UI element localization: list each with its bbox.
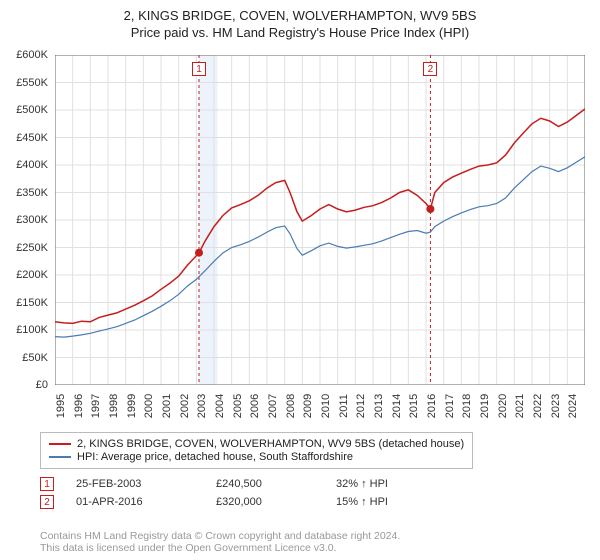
x-tick-label: 2023 (550, 394, 562, 418)
chart-marker-badge: 2 (423, 62, 437, 76)
marker-number-box: 2 (40, 495, 54, 509)
y-tick-label: £200K (16, 269, 48, 281)
title-line1: 2, KINGS BRIDGE, COVEN, WOLVERHAMPTON, W… (0, 8, 600, 23)
legend-swatch (49, 443, 71, 445)
sale-hpi-diff: 15% ↑ HPI (336, 496, 436, 508)
sale-price: £240,500 (216, 478, 336, 490)
x-tick-label: 2002 (179, 394, 191, 418)
y-tick-label: £500K (16, 104, 48, 116)
marker-number-box: 1 (40, 477, 54, 491)
y-tick-label: £400K (16, 159, 48, 171)
x-tick-label: 2011 (338, 394, 350, 418)
sale-date: 01-APR-2016 (76, 496, 216, 508)
y-tick-label: £150K (16, 297, 48, 309)
x-tick-label: 2024 (567, 394, 579, 418)
x-tick-label: 2001 (161, 394, 173, 418)
chart-title-area: 2, KINGS BRIDGE, COVEN, WOLVERHAMPTON, W… (0, 0, 600, 40)
sales-markers-area: 1 25-FEB-2003 £240,500 32% ↑ HPI 2 01-AP… (40, 477, 436, 513)
legend-box: 2, KINGS BRIDGE, COVEN, WOLVERHAMPTON, W… (40, 432, 473, 469)
x-tick-label: 2007 (267, 394, 279, 418)
x-tick-label: 2014 (391, 394, 403, 418)
y-tick-label: £300K (16, 214, 48, 226)
chart-plot-area (55, 55, 585, 385)
y-axis-labels: £0£50K£100K£150K£200K£250K£300K£350K£400… (0, 55, 52, 385)
sale-date: 25-FEB-2003 (76, 478, 216, 490)
legend-row: HPI: Average price, detached house, Sout… (49, 451, 464, 463)
y-tick-label: £0 (36, 379, 48, 391)
sale-marker-row: 1 25-FEB-2003 £240,500 32% ↑ HPI (40, 477, 436, 491)
x-axis-labels: 1995 1996 1997 1998 1999 2000 2001 2002 2003 2004… (55, 388, 585, 428)
chart-marker-badge: 1 (192, 62, 206, 76)
x-tick-label: 2009 (302, 394, 314, 418)
y-tick-label: £550K (16, 77, 48, 89)
legend-label: HPI: Average price, detached house, Sout… (77, 451, 353, 463)
x-tick-label: 2020 (497, 394, 509, 418)
x-tick-label: 1999 (126, 394, 138, 418)
x-tick-label: 2005 (232, 394, 244, 418)
title-line2: Price paid vs. HM Land Registry's House … (0, 25, 600, 40)
x-tick-label: 2003 (196, 394, 208, 418)
y-tick-label: £250K (16, 242, 48, 254)
legend-row: 2, KINGS BRIDGE, COVEN, WOLVERHAMPTON, W… (49, 438, 464, 450)
copyright-line1: Contains HM Land Registry data © Crown c… (40, 530, 400, 542)
sale-marker-row: 2 01-APR-2016 £320,000 15% ↑ HPI (40, 495, 436, 509)
x-tick-label: 2013 (373, 394, 385, 418)
sale-price: £320,000 (216, 496, 336, 508)
x-tick-label: 1997 (90, 394, 102, 418)
y-tick-label: £450K (16, 132, 48, 144)
y-tick-label: £600K (16, 49, 48, 61)
x-tick-label: 1996 (73, 394, 85, 418)
x-tick-label: 1995 (55, 394, 67, 418)
x-tick-label: 2018 (461, 394, 473, 418)
x-tick-label: 2021 (514, 394, 526, 418)
x-tick-label: 2017 (444, 394, 456, 418)
y-tick-label: £100K (16, 324, 48, 336)
x-tick-label: 2012 (355, 394, 367, 418)
legend-label: 2, KINGS BRIDGE, COVEN, WOLVERHAMPTON, W… (77, 438, 464, 450)
x-tick-label: 2019 (479, 394, 491, 418)
copyright-line2: This data is licensed under the Open Gov… (40, 542, 400, 554)
legend-swatch (49, 456, 71, 458)
copyright-notice: Contains HM Land Registry data © Crown c… (40, 530, 400, 554)
x-tick-label: 2015 (408, 394, 420, 418)
sale-hpi-diff: 32% ↑ HPI (336, 478, 436, 490)
y-tick-label: £350K (16, 187, 48, 199)
x-tick-label: 1998 (108, 394, 120, 418)
x-tick-label: 2022 (532, 394, 544, 418)
x-tick-label: 2016 (426, 394, 438, 418)
chart-svg (55, 55, 585, 385)
x-tick-label: 2004 (214, 394, 226, 418)
y-tick-label: £50K (22, 352, 48, 364)
x-tick-label: 2000 (143, 394, 155, 418)
x-tick-label: 2008 (285, 394, 297, 418)
x-tick-label: 2010 (320, 394, 332, 418)
x-tick-label: 2006 (249, 394, 261, 418)
